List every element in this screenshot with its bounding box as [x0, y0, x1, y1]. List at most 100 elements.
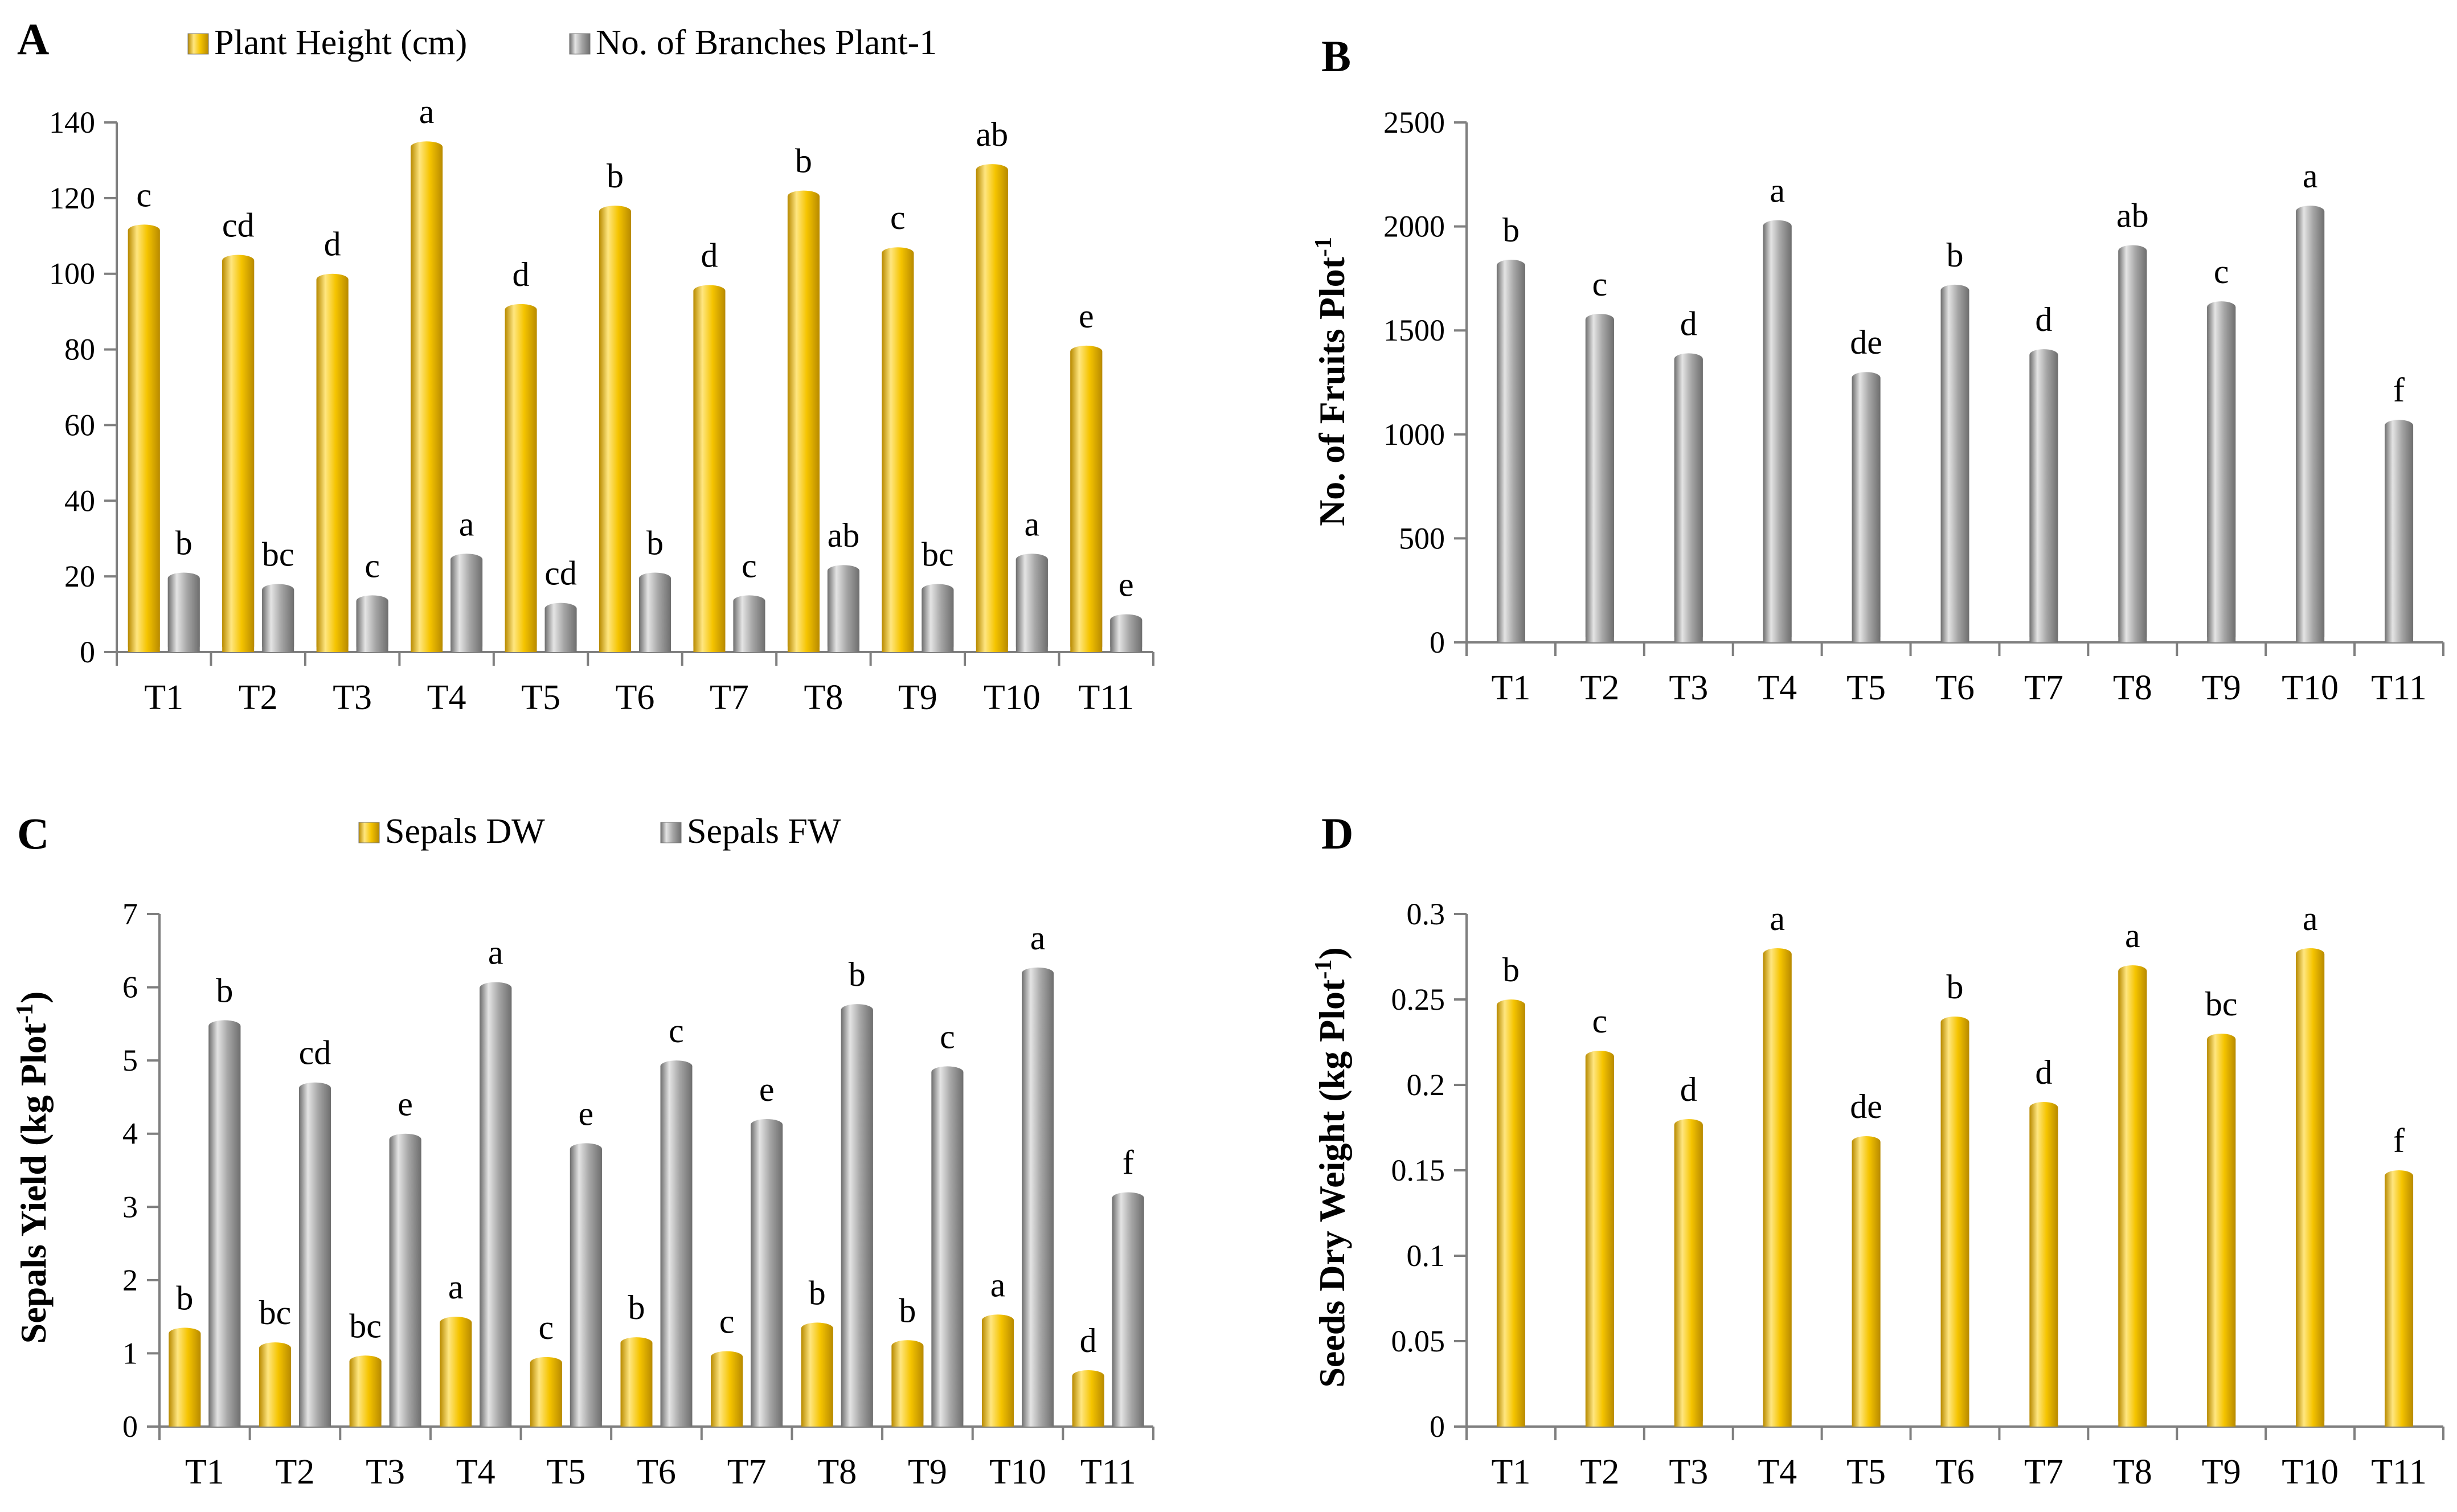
panel-a-bar-gray-body: [262, 589, 294, 652]
panel-b-significance-label: a: [1770, 172, 1785, 210]
panel-d-significance-label: f: [2393, 1122, 2405, 1159]
panel-d-y-tick-label: 0.15: [1391, 1153, 1445, 1187]
panel-b-significance-label: b: [1502, 211, 1520, 249]
panel-a-bar-gray-body: [1110, 620, 1142, 652]
panel-b-bar-gray-body: [2385, 425, 2414, 642]
panel-b-x-tick-label: T3: [1669, 669, 1708, 707]
panel-c-bar-gold-body: [440, 1322, 472, 1427]
panel-c-y-tick-label: 7: [122, 897, 138, 931]
panel-d-x-tick-label: T5: [1846, 1453, 1886, 1491]
panel-a-legend-label: No. of Branches Plant-1: [596, 23, 937, 62]
panel-b-significance-label: c: [2214, 253, 2229, 290]
panel-c-y-tick-label: 6: [122, 970, 138, 1005]
panel-c-bar-gray-body: [480, 987, 512, 1427]
panel-b-bar-gray-body: [1763, 226, 1792, 642]
panel-b-significance-label: b: [1947, 236, 1964, 274]
panel-d-x-tick-label: T10: [2282, 1453, 2339, 1491]
panel-b-bar-gray-body: [2207, 307, 2236, 642]
panel-c-significance-label: e: [579, 1095, 594, 1132]
panel-b-y-tick-label: 2000: [1383, 210, 1445, 244]
panel-d-y-tick-label: 0.1: [1407, 1239, 1445, 1273]
panel-c-bar-gray-body: [1022, 973, 1054, 1427]
panel-b-x-tick-label: T9: [2202, 669, 2241, 707]
panel-b-letter: B: [1321, 31, 1351, 81]
panel-a-significance-label: c: [890, 199, 906, 236]
panel-c-significance-label: a: [1030, 919, 1046, 957]
panel-c-bar-gray-body: [751, 1125, 783, 1427]
panel-a-significance-label: cd: [544, 555, 577, 592]
panel-b-y-tick-label: 0: [1430, 625, 1445, 659]
panel-c-significance-label: b: [809, 1274, 826, 1312]
panel-b-x-tick-label: T7: [2024, 669, 2063, 707]
panel-a-bar-gray-body: [167, 578, 200, 652]
panel-c-bar-gray-body: [298, 1088, 331, 1427]
panel-b-significance-label: f: [2393, 371, 2405, 409]
panel-c-significance-label: c: [719, 1303, 735, 1341]
panel-c-significance-label: b: [849, 956, 866, 993]
panel-d-significance-label: d: [2035, 1054, 2052, 1091]
panel-b-y-tick-label: 500: [1399, 521, 1445, 555]
panel-b-significance-label: c: [1592, 265, 1608, 303]
panel-d-x-tick-label: T2: [1580, 1453, 1619, 1491]
panel-b-x-tick-label: T11: [2371, 669, 2427, 707]
panel-c-legend-swatch-gold: [358, 822, 380, 843]
panel-a-significance-label: ab: [976, 116, 1008, 153]
panel-d-bar-gold-body: [1763, 954, 1792, 1427]
panel-a-bar-gray-body: [733, 601, 765, 652]
panel-b-significance-label: d: [2035, 301, 2052, 338]
panel-d-bar-gold-body: [1496, 1005, 1525, 1427]
panel-b-x-tick-label: T2: [1580, 669, 1619, 707]
panel-b-bar-gray-body: [1940, 290, 1969, 643]
panel-a-legend-swatch-gray: [569, 33, 591, 55]
panel-c-significance-label: c: [940, 1018, 955, 1055]
panel-a-x-tick-label: T4: [427, 678, 466, 717]
panel-a-bar-gray-body: [827, 571, 859, 652]
panel-c-significance-label: b: [899, 1292, 916, 1329]
panel-a-x-tick-label: T10: [984, 678, 1041, 717]
panel-a-y-tick-label: 80: [64, 333, 95, 367]
panel-c-y-tick-label: 5: [122, 1043, 138, 1077]
panel-a-bar-gray-body: [1015, 559, 1048, 652]
panel-a-bar-gray-body: [922, 589, 954, 652]
panel-c-significance-label: d: [1080, 1322, 1097, 1359]
panel-a-bar-gold-body: [505, 309, 537, 652]
panel-b-bar-gray-body: [1585, 319, 1614, 642]
panel-d-significance-label: c: [1592, 1002, 1608, 1040]
panel-a-significance-label: cd: [222, 207, 255, 244]
panel-c-significance-label: b: [628, 1289, 645, 1326]
panel-a-bar-gold-body: [882, 253, 914, 652]
panel-c-bar-gray-body: [841, 1010, 873, 1427]
panel-d-bar-gold-body: [1852, 1142, 1881, 1427]
panel-c-x-tick-label: T7: [727, 1453, 767, 1491]
panel-a-y-tick-label: 140: [49, 105, 95, 140]
panel-d-y-tick-label: 0.25: [1391, 982, 1445, 1017]
panel-d-bar-gold-body: [2296, 954, 2325, 1427]
panel-a-y-tick-label: 40: [64, 483, 95, 518]
panel-a-x-tick-label: T1: [144, 678, 183, 717]
panel-a-x-tick-label: T11: [1078, 678, 1134, 717]
panel-a-bar-gray-body: [356, 601, 388, 652]
panel-a-bar-gold-body: [128, 230, 160, 652]
panel-a-significance-label: c: [742, 547, 757, 584]
panel-a-y-tick-label: 20: [64, 559, 95, 593]
panel-c-x-tick-label: T10: [989, 1453, 1046, 1491]
panel-d-y-tick-label: 0.3: [1407, 897, 1445, 931]
panel-a-y-tick-label: 100: [49, 257, 95, 291]
panel-d-y-tick-label: 0: [1430, 1409, 1445, 1444]
panel-b-bar-gray-body: [2296, 211, 2325, 643]
panel-a-x-tick-label: T3: [333, 678, 372, 717]
panel-a-bar-gold-body: [222, 260, 255, 652]
panel-d-bar-gold-body: [1674, 1125, 1703, 1427]
panel-c-legend-swatch-gray: [660, 822, 682, 843]
panel-a-x-tick-label: T7: [710, 678, 749, 717]
panel-d-bar-gold-body: [1585, 1056, 1614, 1427]
panel-c-bar-gray-body: [931, 1072, 964, 1427]
panel-c-bar-gold-body: [982, 1320, 1014, 1427]
panel-c-legend-label: Sepals FW: [687, 812, 841, 851]
panel-d-x-tick-label: T6: [1935, 1453, 1975, 1491]
panel-c-significance-label: f: [1123, 1144, 1134, 1182]
panel-a-bar-gold-body: [411, 147, 443, 652]
panel-c-x-tick-label: T8: [817, 1453, 857, 1491]
panel-c-significance-label: b: [216, 972, 233, 1009]
panel-c-significance-label: a: [990, 1266, 1006, 1304]
